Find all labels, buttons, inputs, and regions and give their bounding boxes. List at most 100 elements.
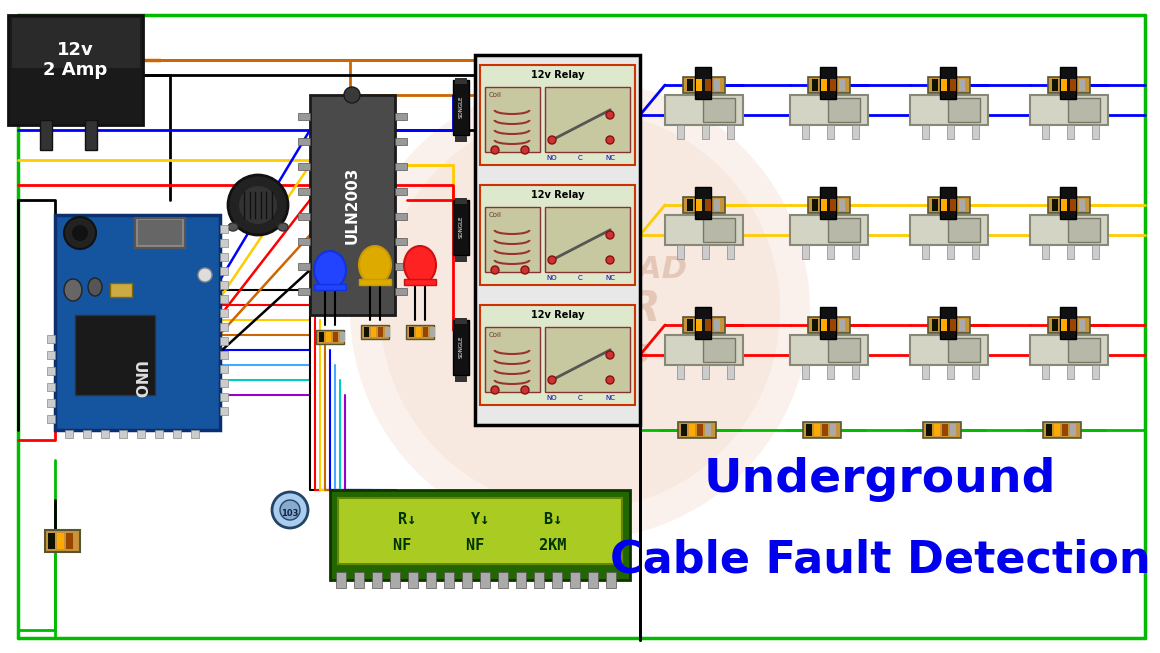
Bar [947, 125, 954, 139]
Bar [396, 138, 407, 145]
Bar [940, 187, 956, 219]
Circle shape [271, 492, 309, 528]
Bar [696, 319, 702, 331]
Bar [941, 79, 947, 91]
Text: Coil: Coil [488, 332, 501, 338]
Bar [1047, 317, 1090, 333]
Bar [1052, 79, 1058, 91]
Bar [1061, 79, 1067, 91]
Bar [48, 415, 55, 423]
Bar [220, 295, 229, 303]
Bar [948, 218, 980, 242]
Bar [454, 320, 469, 375]
Bar [703, 338, 735, 362]
Bar [358, 279, 391, 285]
Bar [485, 207, 541, 272]
Bar [8, 15, 143, 125]
Bar [809, 317, 850, 333]
Bar [454, 80, 469, 135]
Bar [831, 79, 836, 91]
Bar [474, 55, 640, 425]
Bar [851, 365, 860, 379]
Circle shape [350, 80, 810, 540]
Text: ROBOTICS: ROBOTICS [509, 343, 651, 367]
Bar [809, 77, 850, 93]
Bar [1052, 319, 1058, 331]
Bar [687, 79, 693, 91]
Bar [406, 325, 434, 339]
Bar [430, 327, 435, 337]
Bar [972, 245, 979, 259]
Bar [821, 79, 827, 91]
Bar [396, 213, 407, 220]
Bar [1047, 77, 1090, 93]
Bar [298, 263, 310, 270]
Bar [1067, 125, 1074, 139]
Bar [1079, 79, 1085, 91]
Bar [552, 572, 561, 588]
Text: NC: NC [606, 275, 615, 281]
Bar [455, 78, 467, 84]
Bar [972, 125, 979, 139]
Bar [1047, 197, 1090, 213]
Bar [319, 332, 324, 342]
Bar [950, 424, 956, 436]
Bar [1092, 125, 1099, 139]
Bar [409, 327, 414, 337]
Bar [75, 315, 155, 395]
Circle shape [198, 268, 212, 282]
Circle shape [606, 231, 614, 239]
Circle shape [548, 136, 556, 144]
Bar [705, 319, 711, 331]
Bar [1068, 98, 1100, 122]
Text: SONGLE: SONGLE [458, 96, 464, 118]
Bar [926, 424, 931, 436]
Bar [298, 213, 310, 220]
Bar [727, 125, 734, 139]
Bar [101, 430, 109, 438]
Bar [941, 319, 947, 331]
Bar [839, 319, 844, 331]
Bar [396, 238, 407, 245]
Bar [55, 215, 220, 430]
Bar [940, 67, 956, 99]
Bar [1030, 335, 1108, 365]
Bar [1079, 319, 1085, 331]
Bar [715, 319, 720, 331]
Bar [1060, 67, 1076, 99]
Bar [1067, 365, 1074, 379]
Bar [220, 267, 229, 275]
Bar [703, 98, 735, 122]
Bar [39, 120, 52, 150]
Bar [820, 187, 836, 219]
Bar [923, 422, 960, 438]
Text: NO: NO [546, 155, 557, 161]
Bar [298, 188, 310, 195]
Circle shape [229, 175, 288, 235]
Circle shape [345, 87, 360, 103]
Bar [485, 327, 541, 392]
Bar [329, 490, 630, 580]
Bar [354, 572, 364, 588]
Text: MUHAMMAD: MUHAMMAD [473, 255, 687, 285]
Bar [444, 572, 454, 588]
Bar [1070, 319, 1076, 331]
Circle shape [280, 500, 300, 520]
Bar [340, 332, 345, 342]
Bar [931, 319, 938, 331]
Bar [220, 239, 229, 247]
Bar [940, 307, 956, 339]
Bar [314, 284, 346, 290]
Bar [928, 77, 970, 93]
Bar [191, 430, 200, 438]
Bar [396, 263, 407, 270]
Bar [455, 198, 467, 204]
Text: Cable Fault Detection: Cable Fault Detection [610, 539, 1151, 582]
Bar [802, 365, 809, 379]
Text: NO: NO [546, 275, 557, 281]
Bar [220, 323, 229, 331]
Bar [790, 215, 868, 245]
Bar [1070, 424, 1076, 436]
Circle shape [548, 376, 556, 384]
Bar [534, 572, 544, 588]
